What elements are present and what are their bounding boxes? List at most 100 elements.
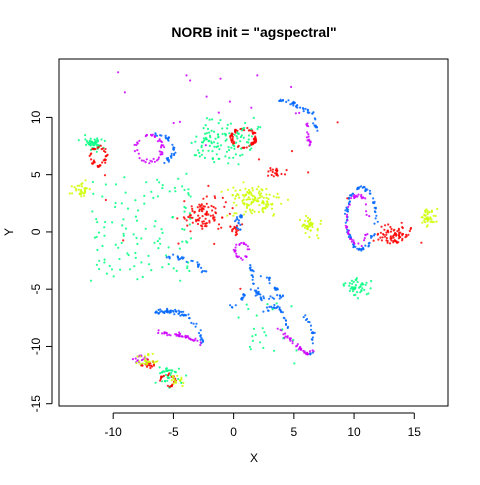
data-point (115, 244, 117, 246)
data-point (161, 153, 163, 155)
data-point (305, 232, 307, 234)
data-point (181, 228, 183, 230)
data-point (89, 144, 91, 146)
x-tick-label: 0 (230, 425, 237, 439)
data-point (206, 211, 208, 213)
data-point (424, 218, 426, 220)
data-point (161, 232, 163, 234)
data-point (189, 212, 191, 214)
data-point (124, 91, 126, 93)
data-point (312, 122, 314, 124)
data-point (146, 158, 148, 160)
data-point (201, 228, 203, 230)
data-point (396, 230, 398, 232)
data-point (359, 285, 361, 287)
data-point (173, 122, 175, 124)
data-point (186, 267, 188, 269)
data-point (365, 203, 367, 205)
data-point (306, 131, 308, 133)
data-point (254, 197, 256, 199)
data-point (223, 206, 225, 208)
data-point (314, 117, 316, 119)
data-point (137, 209, 139, 211)
data-point (292, 104, 294, 106)
data-point (174, 187, 176, 189)
data-point (314, 332, 316, 334)
data-point (218, 223, 220, 225)
data-point (348, 236, 350, 238)
data-point (266, 303, 268, 305)
data-point (123, 235, 125, 237)
data-point (101, 161, 103, 163)
data-point (250, 147, 252, 149)
data-point (117, 247, 119, 249)
data-point (213, 206, 215, 208)
data-point (94, 138, 96, 140)
data-point (158, 156, 160, 158)
data-point (352, 290, 354, 292)
data-point (185, 240, 187, 242)
data-point (234, 134, 236, 136)
data-point (104, 148, 106, 150)
data-point (256, 200, 258, 202)
data-point (152, 360, 154, 362)
data-point (401, 239, 403, 241)
data-point (203, 137, 205, 139)
data-point (363, 289, 365, 291)
data-point (135, 216, 137, 218)
data-point (358, 188, 360, 190)
data-point (209, 136, 211, 138)
data-point (168, 161, 170, 163)
data-point (191, 208, 193, 210)
data-point (248, 129, 250, 131)
data-point (104, 174, 106, 176)
data-point (375, 217, 377, 219)
data-point (266, 306, 268, 308)
data-point (238, 222, 240, 224)
data-point (169, 257, 171, 259)
data-point (215, 212, 217, 214)
data-point (197, 149, 199, 151)
data-point (249, 269, 251, 271)
data-point (235, 231, 237, 233)
data-point (190, 339, 192, 341)
data-point (383, 234, 385, 236)
data-point (69, 192, 71, 194)
data-point (202, 341, 204, 343)
data-point (168, 263, 170, 265)
data-point (399, 232, 401, 234)
data-point (347, 206, 349, 208)
data-point (308, 136, 310, 138)
data-point (303, 352, 305, 354)
data-point (187, 216, 189, 218)
data-point (309, 353, 311, 355)
data-point (161, 228, 163, 230)
data-point (229, 304, 231, 306)
data-point (282, 295, 284, 297)
data-point (143, 160, 145, 162)
data-point (317, 237, 319, 239)
data-point (191, 210, 193, 212)
data-point (228, 157, 230, 159)
data-point (364, 234, 366, 236)
data-point (170, 372, 172, 374)
x-tick-label: 15 (408, 425, 422, 439)
data-point (134, 252, 136, 254)
data-point (249, 144, 251, 146)
data-point (96, 221, 98, 223)
data-point (151, 135, 153, 137)
data-point (366, 282, 368, 284)
data-point (250, 107, 252, 109)
data-point (384, 224, 386, 226)
data-point (238, 145, 240, 147)
data-point (182, 258, 184, 260)
y-tick-label: 5 (29, 171, 43, 178)
data-point (257, 186, 259, 188)
data-point (267, 170, 269, 172)
data-point (168, 377, 170, 379)
data-point (390, 228, 392, 230)
data-point (90, 280, 92, 282)
y-axis-label: Y (2, 228, 16, 236)
data-point (150, 365, 152, 367)
data-point (133, 265, 135, 267)
